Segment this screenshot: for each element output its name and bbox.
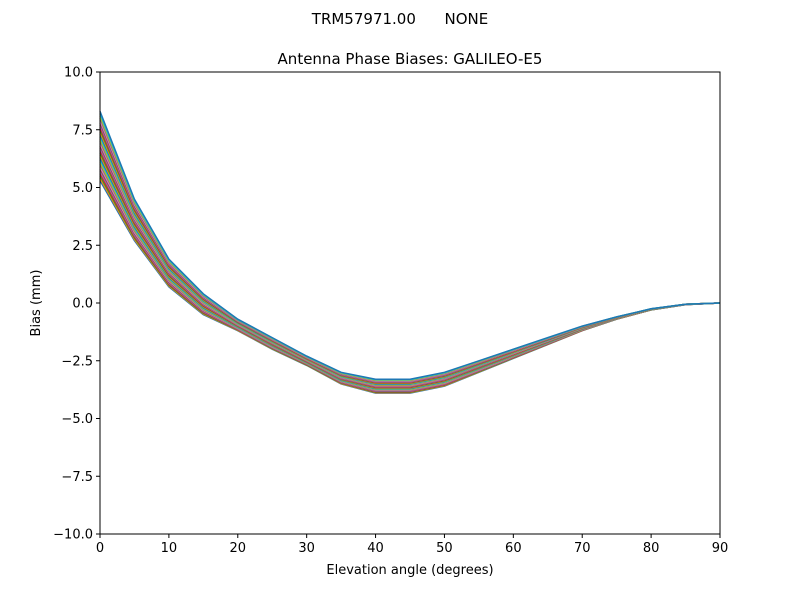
series-line	[99, 152, 721, 389]
series-line-interp	[99, 154, 721, 389]
series-line-interp	[99, 113, 721, 381]
x-tick-label: 20	[230, 541, 247, 556]
y-tick-label: 5.0	[72, 181, 93, 196]
series-line-interp	[99, 120, 721, 382]
suptitle: TRM57971.00 NONE	[311, 10, 488, 28]
series-line	[99, 124, 721, 383]
x-tick-label: 10	[161, 541, 178, 556]
x-axis-label: Elevation angle (degrees)	[326, 563, 493, 578]
x-axis: 0 10 20 30 40 50 60 70 80 90	[96, 534, 728, 556]
series-line-interp	[99, 140, 721, 386]
y-tick-label: 7.5	[72, 123, 93, 138]
x-tick-label: 80	[643, 541, 660, 556]
series-line-interp	[99, 136, 721, 386]
series-line-interp	[99, 143, 721, 387]
series-line-interp	[99, 164, 721, 391]
y-axis-label: Bias (mm)	[29, 270, 44, 337]
series-line-interp	[99, 134, 721, 385]
series-line-interp	[99, 129, 721, 384]
series-line	[99, 166, 721, 392]
series-line-interp	[99, 159, 721, 390]
series-line-interp	[99, 168, 721, 392]
series-line-interp	[99, 145, 721, 387]
series-line-interp	[99, 117, 721, 382]
x-tick-label: 50	[436, 541, 453, 556]
y-tick-label: −7.5	[61, 470, 93, 485]
y-tick-label: 10.0	[64, 66, 93, 81]
series-layer	[99, 111, 721, 394]
series-line-interp	[99, 147, 721, 388]
series-line-interp	[99, 122, 721, 383]
series-line-interp	[99, 161, 721, 391]
series-line-interp	[99, 157, 721, 390]
series-line	[99, 138, 721, 386]
x-tick-label: 90	[712, 541, 729, 556]
x-tick-label: 40	[367, 541, 384, 556]
y-tick-label: −5.0	[61, 412, 93, 427]
x-tick-label: 60	[505, 541, 522, 556]
series-line-interp	[99, 127, 721, 384]
y-tick-label: −10.0	[53, 528, 93, 543]
chart-title: Antenna Phase Biases: GALILEO-E5	[278, 50, 543, 68]
x-tick-label: 0	[96, 541, 104, 556]
series-line-interp	[99, 150, 721, 388]
y-tick-label: 0.0	[72, 297, 93, 312]
series-line-interp	[99, 131, 721, 385]
y-axis: −10.0 −7.5 −5.0 −2.5 0.0 2.5 5.0 7.5 10.0	[53, 66, 100, 543]
series-line-interp	[99, 170, 721, 392]
x-tick-label: 30	[298, 541, 315, 556]
series-line	[99, 111, 721, 380]
series-line-interp	[99, 115, 721, 381]
y-tick-label: −2.5	[61, 354, 93, 369]
y-tick-label: 2.5	[72, 239, 93, 254]
x-tick-label: 70	[574, 541, 591, 556]
